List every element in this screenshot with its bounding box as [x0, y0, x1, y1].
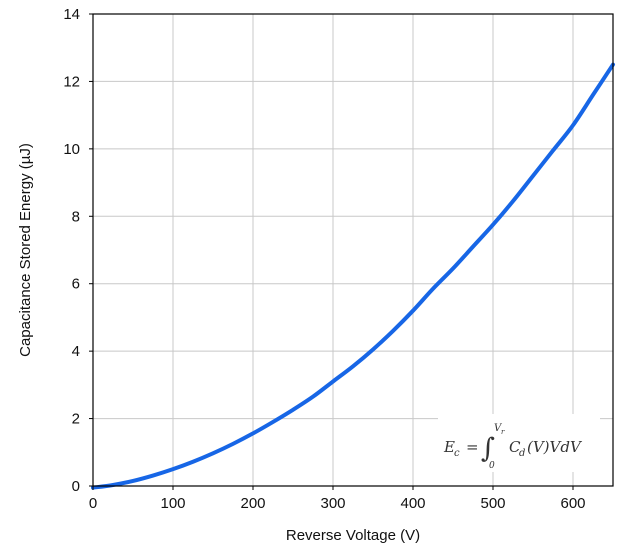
- equation-annotation: E c = ∫ 0 V r C d (V)VdV: [438, 414, 600, 472]
- y-tick-label: 0: [72, 478, 80, 495]
- integral-upper-limit: V: [494, 423, 503, 434]
- plot-background: [93, 14, 613, 486]
- y-tick-label: 10: [63, 141, 80, 158]
- integral-upper-limit-sub: r: [501, 428, 505, 436]
- x-tick-label: 300: [320, 495, 345, 512]
- equation-equals: =: [466, 438, 479, 456]
- integrand-rest: (V)VdV: [527, 438, 583, 456]
- y-tick-label: 2: [72, 411, 80, 428]
- y-axis-title: Capacitance Stored Energy (µJ): [17, 143, 34, 357]
- equation-lhs-sub: c: [454, 448, 460, 459]
- x-tick-label: 500: [480, 495, 505, 512]
- x-tick-label: 200: [240, 495, 265, 512]
- y-tick-label: 4: [72, 343, 80, 360]
- equation-box: [438, 414, 600, 472]
- ticks-layer: 0 100 200 300 400 500 600 0 2 4 6 8 10 12 14: [63, 6, 585, 512]
- x-tick-label: 100: [160, 495, 185, 512]
- integral-lower-limit: 0: [489, 461, 495, 471]
- x-tick-label: 400: [400, 495, 425, 512]
- equation-lhs: E: [443, 438, 455, 456]
- series-layer: [91, 62, 615, 490]
- y-tick-label: 12: [63, 73, 80, 90]
- integrand-c-sub: d: [519, 448, 525, 459]
- y-tick-label: 14: [63, 6, 80, 23]
- integral-sign: ∫: [481, 433, 495, 464]
- series-line: [91, 62, 615, 490]
- integrand-c: C: [509, 438, 521, 456]
- plot-frame: [92, 13, 614, 487]
- y-tick-label: 6: [72, 276, 80, 293]
- grid-lines: [93, 13, 613, 486]
- x-axis-title: Reverse Voltage (V): [286, 527, 420, 544]
- x-tick-label: 0: [89, 495, 97, 512]
- x-tick-label: 600: [560, 495, 585, 512]
- y-tick-label: 8: [72, 208, 80, 225]
